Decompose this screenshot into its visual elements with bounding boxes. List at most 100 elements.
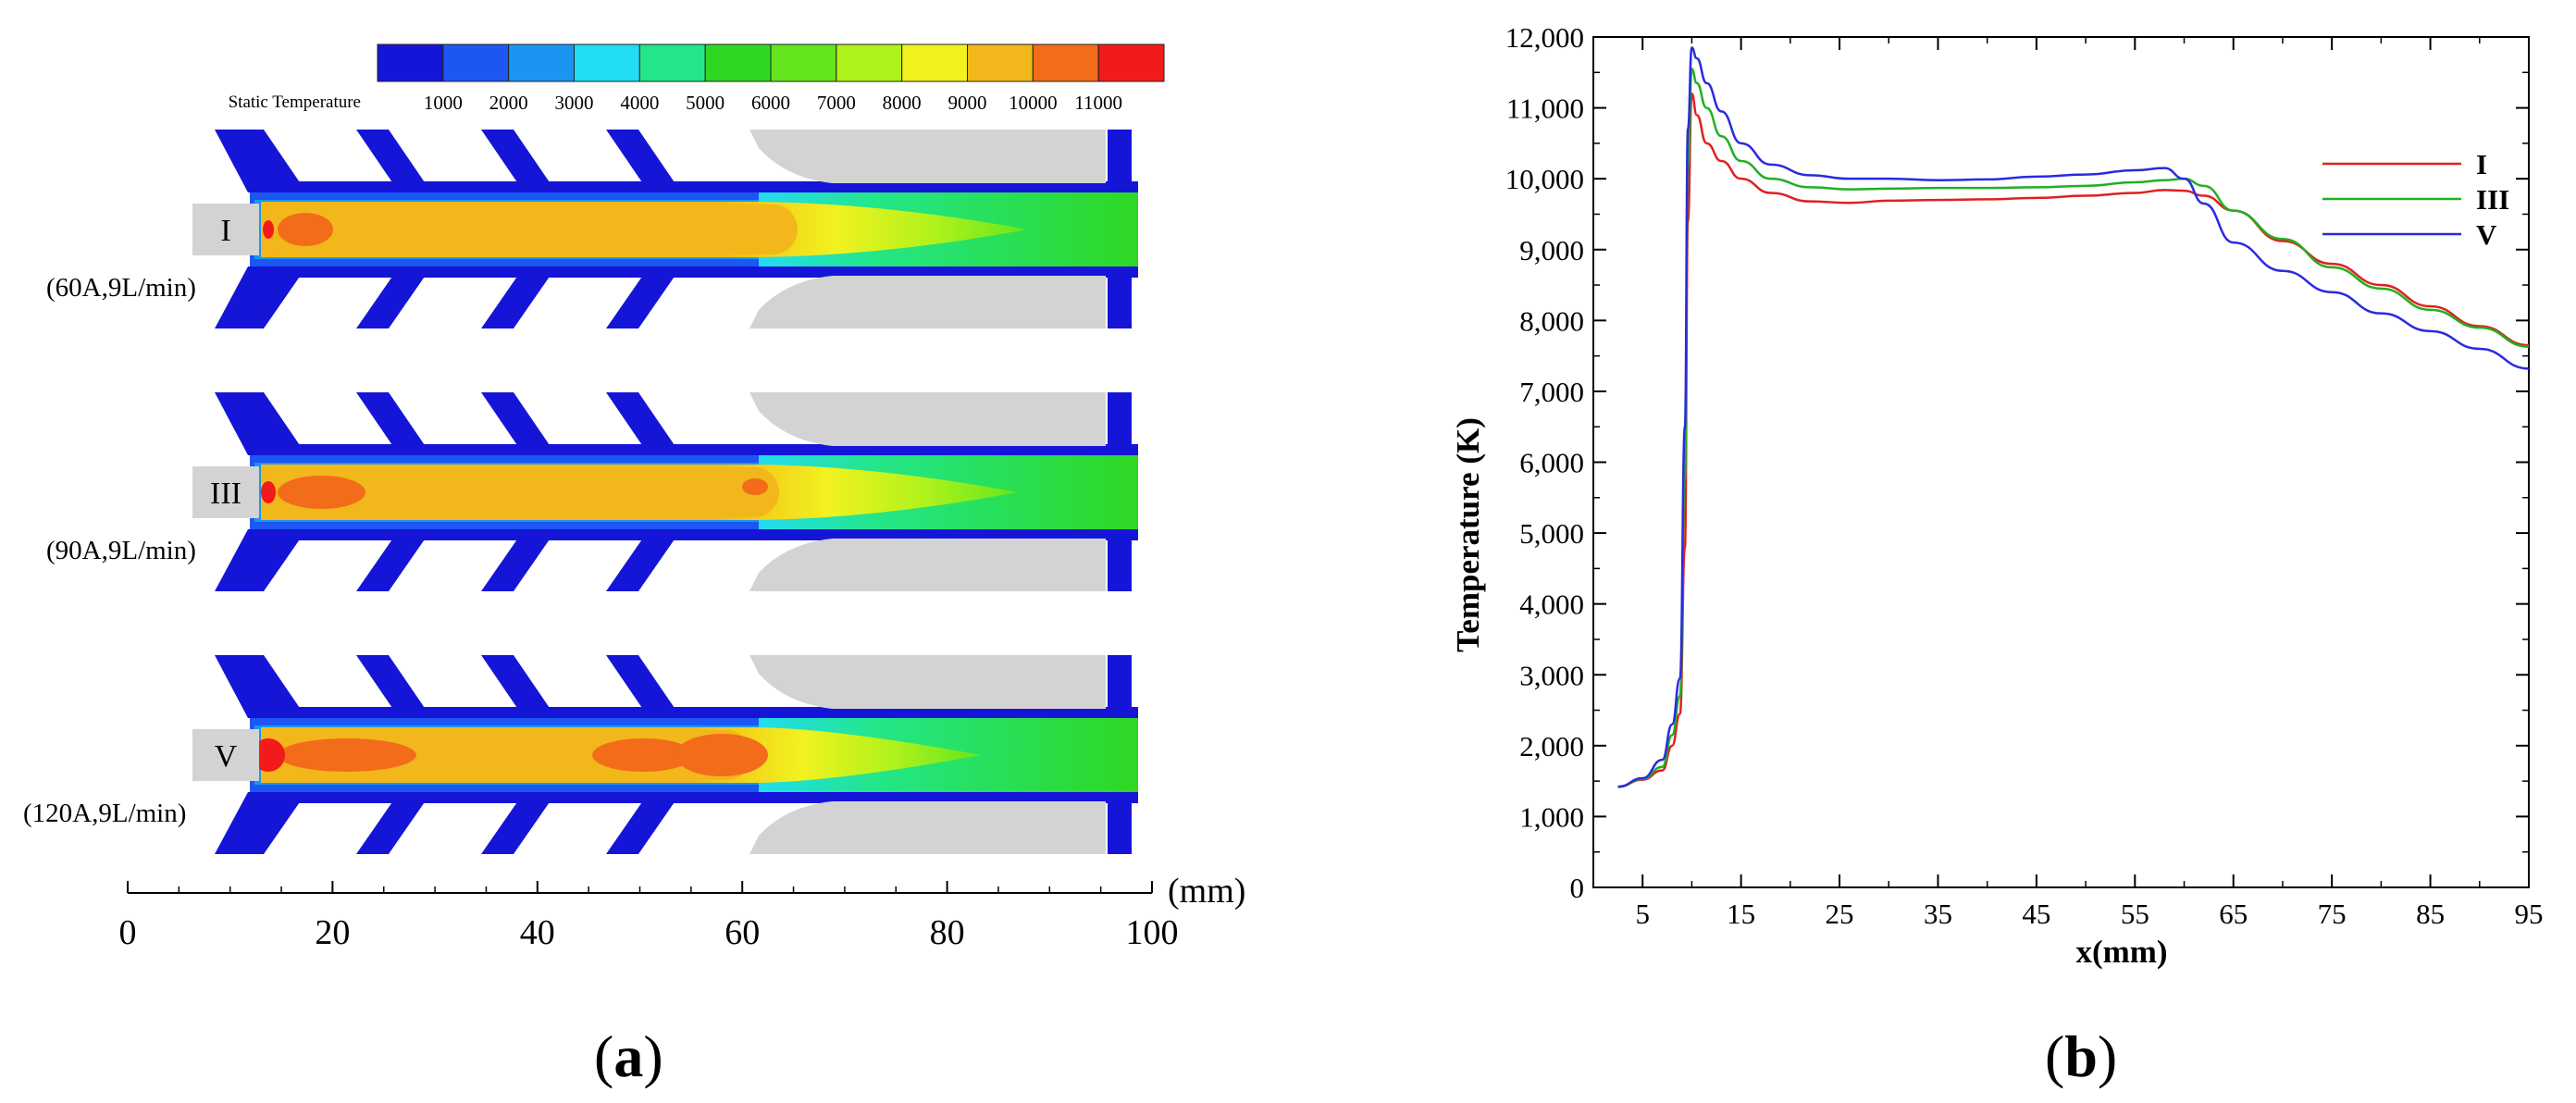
peak-zone (261, 481, 276, 503)
colorbar-tick-label: 2000 (489, 92, 528, 114)
colorbar-tick-label: 9000 (948, 92, 987, 114)
colorbar-tick-label: 6000 (751, 92, 790, 114)
colorbar-swatch (967, 43, 1034, 82)
y-tick-label: 2,000 (1519, 730, 1584, 762)
cooling-fin-bottom (481, 271, 553, 328)
case-label: I (220, 214, 230, 248)
x-axis-mm: 0 20 40 60 80 100 (119, 881, 1179, 952)
x-tick-label: 45 (2022, 898, 2050, 930)
colorbar-swatch (770, 43, 837, 82)
colorbar-tick-label: 4000 (620, 92, 659, 114)
y-tick-label: 1,000 (1519, 800, 1584, 833)
axis-tick-label: 0 (119, 913, 137, 952)
caption-b: (b) (2045, 1023, 2118, 1089)
anode-block-bottom (749, 539, 1106, 591)
cooling-fin-bottom (356, 797, 428, 854)
colorbar-swatch (1097, 43, 1165, 82)
electrode-wall-top (215, 130, 278, 192)
series-lines (1617, 46, 2530, 788)
hot-zone (278, 476, 365, 509)
temperature-line-chart: 0 1,000 2,000 3,000 4,000 5,000 6,000 7,000 8,00… (1450, 21, 2544, 970)
nozzle-geometry: V (120A,9L/min) (23, 655, 1138, 854)
hot-spot (592, 738, 694, 772)
cooling-fin-bottom (481, 797, 553, 854)
y-tick-label: 6,000 (1519, 447, 1584, 479)
cathode-box (192, 729, 259, 781)
axis-tick-label: 60 (724, 913, 760, 952)
legend-label-v: V (2476, 218, 2497, 251)
y-tick-label: 0 (1570, 872, 1585, 904)
axis-tick-label: 100 (1126, 913, 1179, 952)
x-tick-label: 75 (2318, 898, 2347, 930)
plume-core (261, 467, 779, 517)
y-tick-label: 10,000 (1505, 163, 1584, 195)
case-label: V (215, 739, 238, 774)
caption-a-letter: a (613, 1023, 644, 1089)
y-tick-label: 9,000 (1519, 234, 1584, 266)
anode-block-bottom (749, 276, 1106, 328)
x-tick-label: 85 (2416, 898, 2445, 930)
y-axis-label: Temperature (K) (1450, 417, 1486, 652)
nozzle-geometry: III (90A,9L/min) (46, 392, 1138, 591)
case-label: III (210, 477, 242, 511)
x-axis-label: x(mm) (2075, 934, 2167, 970)
colorbar-swatch (574, 43, 640, 82)
anode-block-top (749, 392, 1106, 446)
axis-unit-label: (mm) (1168, 872, 1245, 911)
cathode-box (192, 204, 259, 255)
cooling-fin-bottom (606, 797, 678, 854)
hot-spot (742, 478, 768, 495)
case-condition: (60A,9L/min) (46, 273, 196, 303)
cooling-fin-top (606, 130, 678, 188)
caption-b-letter: b (2064, 1023, 2098, 1089)
cooling-fin-top (481, 130, 553, 188)
legend-label-iii: III (2476, 183, 2509, 216)
colorbar-swatch (704, 43, 772, 82)
colorbar-legend: 1000 2000 3000 4000 5000 6000 7000 8000 9000 1000… (377, 43, 1165, 114)
anode-block-top (749, 655, 1106, 709)
colorbar-tick-label: 5000 (686, 92, 724, 114)
x-tick-label: 65 (2219, 898, 2248, 930)
cooling-fin-bottom (356, 534, 428, 591)
cooling-fin-top (481, 655, 553, 713)
contour-case-iii: III (90A,9L/min) (46, 392, 1138, 591)
cathode-box (192, 466, 259, 518)
axis-tick-label: 20 (315, 913, 350, 952)
cooling-fin-top (356, 392, 428, 451)
y-tick-label: 8,000 (1519, 304, 1584, 337)
cooling-fin-top (606, 392, 678, 451)
colorbar-swatch (836, 43, 903, 82)
colorbar-swatch (1032, 43, 1099, 82)
cooling-fin-bottom (606, 534, 678, 591)
x-tick-label: 5 (1635, 898, 1650, 930)
legend-label-i: I (2476, 148, 2487, 180)
colorbar-tick-label: 8000 (883, 92, 922, 114)
y-tick-label: 7,000 (1519, 376, 1584, 408)
cooling-fin-top (356, 655, 428, 713)
electrode-wall-bottom (215, 266, 278, 328)
y-tick-label: 4,000 (1519, 589, 1584, 621)
contour-case-v: V (120A,9L/min) (23, 655, 1138, 854)
contour-panel: 1000 2000 3000 4000 5000 6000 7000 8000 9000 1000… (23, 43, 1245, 952)
electrode-wall-bottom (215, 792, 278, 854)
series-line-iii (1617, 68, 2530, 788)
cooling-fin-top (606, 655, 678, 713)
x-tick-label: 95 (2515, 898, 2544, 930)
cooling-fin-bottom (606, 271, 678, 328)
caption-a: (a) (594, 1023, 663, 1089)
case-condition: (120A,9L/min) (23, 799, 186, 828)
x-axis-ticks: 5 15 25 35 45 55 65 75 85 95 (1592, 37, 2544, 930)
y-tick-label: 12,000 (1505, 21, 1584, 54)
x-tick-label: 15 (1727, 898, 1755, 930)
nozzle-geometry: I (60A,9L/min) (46, 130, 1138, 328)
colorbar-swatch (508, 43, 576, 82)
cooling-fin-bottom (356, 271, 428, 328)
anode-block-top (749, 130, 1106, 183)
cooling-fin-top (356, 130, 428, 188)
anode-block-bottom (749, 801, 1106, 854)
y-tick-label: 3,000 (1519, 659, 1584, 691)
colorbar-swatch (377, 43, 444, 82)
peak-zone (252, 738, 285, 772)
hot-spot (675, 734, 768, 776)
